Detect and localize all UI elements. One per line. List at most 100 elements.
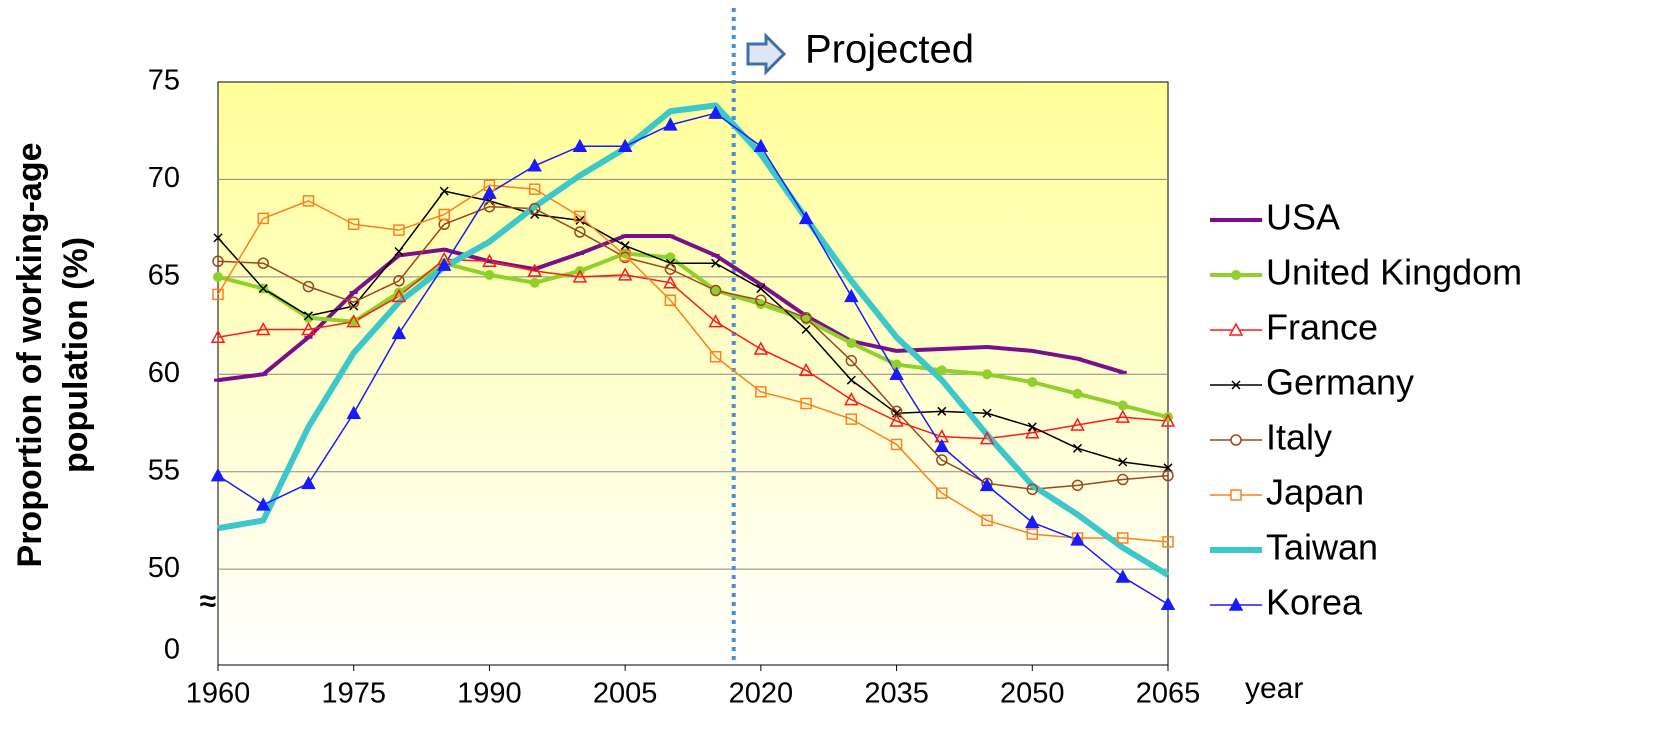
marker xyxy=(617,138,633,153)
y-tick-label: 65 xyxy=(148,260,180,292)
y-tick-label: 70 xyxy=(148,162,180,194)
marker xyxy=(619,249,631,262)
x-tick-label: 2050 xyxy=(1000,678,1065,710)
legend-marker xyxy=(1231,270,1241,280)
y-axis-label: Proportion of working-age xyxy=(11,143,49,568)
marker xyxy=(845,354,858,367)
marker xyxy=(575,215,585,225)
marker xyxy=(349,301,359,311)
marker xyxy=(753,341,769,355)
x-tick-label: 1975 xyxy=(321,678,386,710)
y-tick-label: 0 xyxy=(164,634,180,666)
marker xyxy=(255,321,271,336)
legend-label: USA xyxy=(1266,197,1340,238)
marker xyxy=(528,202,541,215)
marker xyxy=(302,280,315,293)
marker xyxy=(846,338,857,349)
marker xyxy=(937,406,947,416)
marker xyxy=(1115,569,1131,583)
marker xyxy=(936,365,947,376)
series-line xyxy=(217,258,1169,440)
marker xyxy=(393,224,405,236)
marker xyxy=(484,269,495,280)
y-tick-label: 60 xyxy=(148,357,180,389)
marker xyxy=(527,263,542,277)
marker xyxy=(665,252,676,263)
legend-label: Taiwan xyxy=(1266,527,1378,568)
legend-marker xyxy=(1228,597,1244,611)
marker xyxy=(347,218,360,230)
marker xyxy=(302,195,315,207)
marker xyxy=(210,329,226,344)
marker xyxy=(845,413,858,425)
marker xyxy=(846,375,856,385)
marker xyxy=(1160,413,1176,427)
marker xyxy=(347,296,360,308)
marker xyxy=(212,255,224,268)
marker xyxy=(257,212,269,225)
marker xyxy=(258,284,268,294)
marker xyxy=(574,210,586,223)
marker xyxy=(572,138,588,153)
y-axis-label: population (%) xyxy=(57,237,95,473)
series-line xyxy=(217,205,1169,491)
series-line xyxy=(217,251,1169,420)
marker xyxy=(346,314,361,328)
marker xyxy=(982,408,992,418)
legend-marker xyxy=(1228,322,1244,336)
marker xyxy=(710,285,721,296)
marker xyxy=(800,312,812,324)
marker xyxy=(890,438,903,451)
arrow-icon xyxy=(746,32,787,76)
series-line xyxy=(217,190,1169,469)
marker xyxy=(756,284,766,294)
marker xyxy=(891,359,902,370)
marker xyxy=(530,209,540,220)
legend-label: Japan xyxy=(1266,472,1364,513)
marker xyxy=(301,321,316,336)
series-line xyxy=(217,102,1170,578)
x-tick-label: 2020 xyxy=(729,678,794,710)
marker xyxy=(574,226,586,238)
marker xyxy=(801,324,811,335)
x-tick-label: 2005 xyxy=(593,678,658,710)
y-tick-label: 75 xyxy=(148,65,180,97)
marker xyxy=(1163,463,1173,473)
marker xyxy=(213,271,223,282)
marker xyxy=(708,105,723,119)
marker xyxy=(889,413,904,427)
marker xyxy=(1071,479,1084,492)
marker xyxy=(844,288,859,303)
plot-area xyxy=(217,81,1169,666)
marker xyxy=(1117,400,1128,411)
marker xyxy=(1118,457,1128,467)
y-tick-label: 55 xyxy=(148,454,180,486)
annotation: Projected xyxy=(805,28,974,72)
marker xyxy=(709,351,722,363)
legend-marker xyxy=(1230,489,1242,501)
x-tick-label: 2065 xyxy=(1136,678,1201,710)
x-tick-label: 1960 xyxy=(186,678,251,710)
marker xyxy=(482,185,497,199)
marker xyxy=(1162,536,1174,548)
axis-break: ≈ xyxy=(200,585,216,618)
marker xyxy=(665,258,675,268)
marker xyxy=(981,514,993,527)
series-line xyxy=(217,184,1169,543)
marker xyxy=(1025,425,1040,439)
marker xyxy=(1072,443,1083,453)
marker xyxy=(393,275,405,287)
marker xyxy=(394,247,404,257)
marker xyxy=(1160,596,1176,610)
marker xyxy=(1026,528,1039,540)
marker xyxy=(753,138,769,153)
x-tick-label: 2035 xyxy=(864,678,929,710)
marker xyxy=(438,208,450,221)
marker xyxy=(1027,377,1038,388)
marker xyxy=(255,497,271,511)
marker xyxy=(755,299,766,310)
marker xyxy=(709,284,722,297)
marker xyxy=(617,267,633,281)
marker xyxy=(1025,514,1040,529)
